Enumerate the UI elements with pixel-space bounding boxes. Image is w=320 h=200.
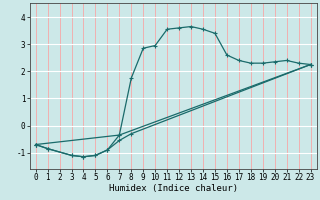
X-axis label: Humidex (Indice chaleur): Humidex (Indice chaleur): [108, 184, 238, 193]
